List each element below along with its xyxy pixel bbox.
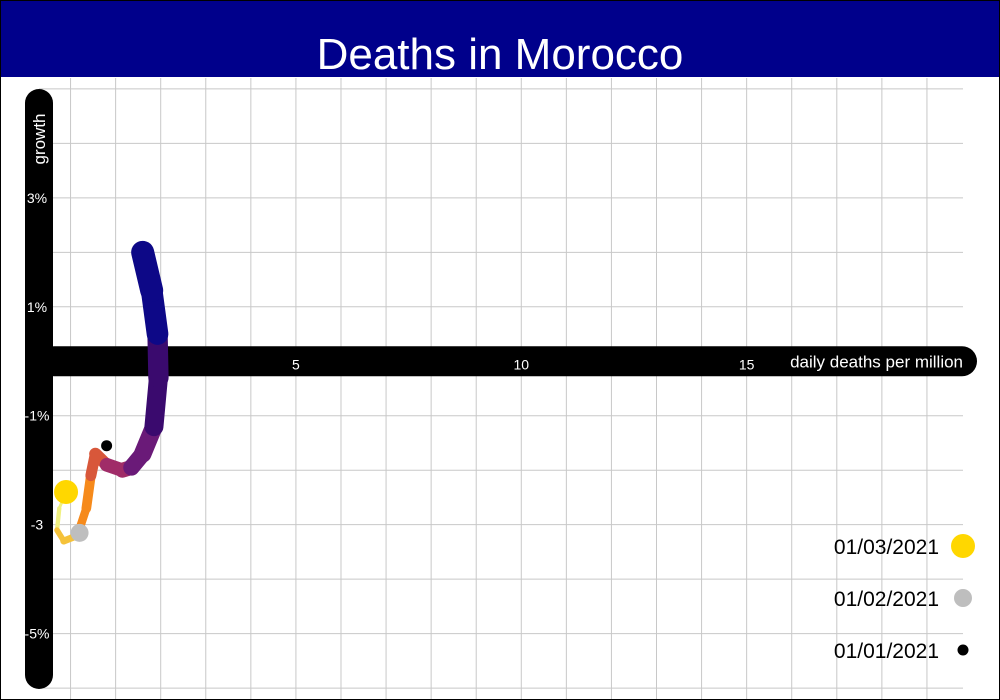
legend-swatch <box>957 644 969 656</box>
legend-swatch <box>951 534 975 558</box>
y-tick-labels: 3% 1% -1% -3 -5% <box>25 190 50 642</box>
y-tick-label: -1% <box>25 408 50 424</box>
x-axis-band <box>39 346 977 377</box>
chart-title: Deaths in Morocco <box>316 30 684 79</box>
y-tick-label: 1% <box>27 299 47 315</box>
date-markers <box>54 440 113 542</box>
legend-label: 01/03/2021 <box>834 536 939 559</box>
trail-segment <box>54 506 62 533</box>
legend-label: 01/02/2021 <box>834 588 939 611</box>
x-axis-title: daily deaths per million <box>790 352 963 371</box>
legend: 01/03/2021 01/02/2021 01/01/2021 <box>834 534 975 663</box>
x-tick-label: 10 <box>513 356 529 372</box>
marker-01-01-2021 <box>101 440 113 452</box>
trail-segment <box>131 240 164 302</box>
legend-swatch <box>954 589 972 607</box>
y-axis-title: growth <box>30 113 49 164</box>
y-axis-band <box>25 89 53 689</box>
x-tick-label: 15 <box>739 356 755 372</box>
marker-01-02-2021 <box>70 523 89 542</box>
title-bar: Deaths in Morocco <box>1 1 999 77</box>
growth-trail <box>54 240 169 545</box>
x-tick-label: 5 <box>292 356 300 372</box>
x-tick-labels: 5 10 15 <box>292 356 755 372</box>
legend-label: 01/01/2021 <box>834 640 939 663</box>
y-tick-label: -3 <box>31 517 44 533</box>
y-tick-label: 3% <box>27 190 47 206</box>
marker-01-03-2021 <box>54 480 79 504</box>
y-tick-label: -5% <box>25 626 50 642</box>
grid-lines <box>39 78 963 699</box>
